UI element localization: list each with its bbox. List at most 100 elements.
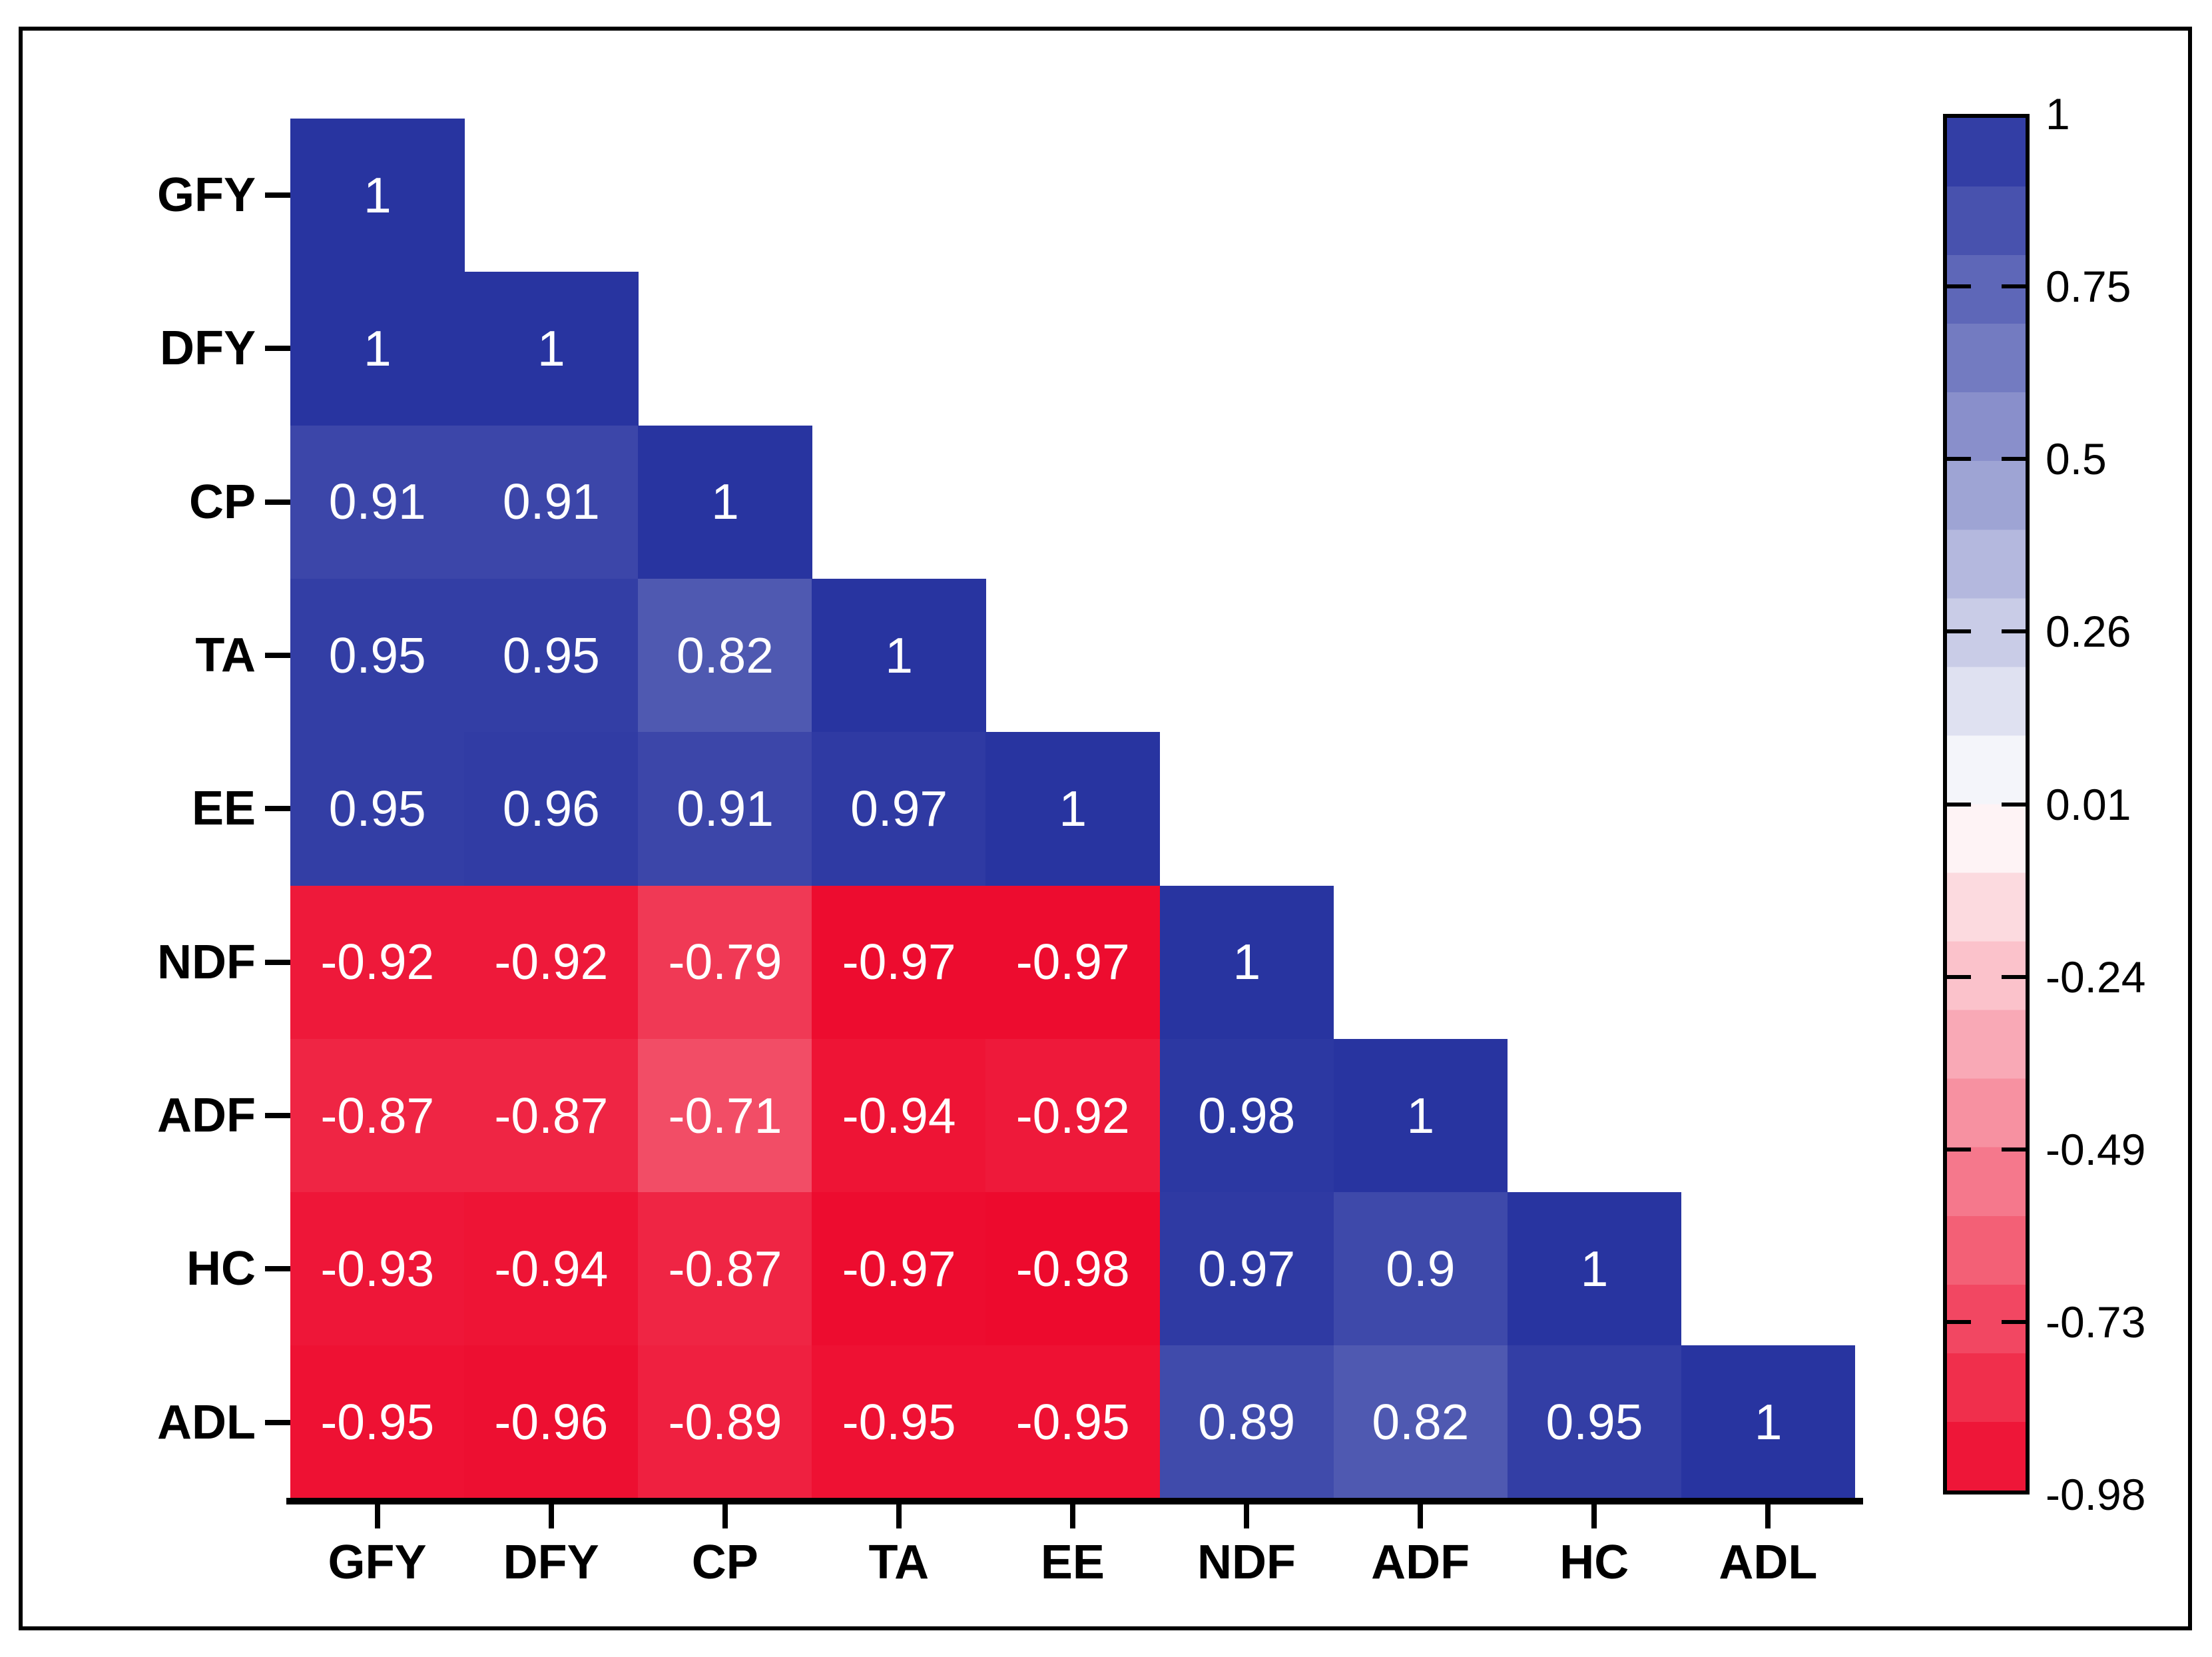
matrix-cell-hc-adf: 0.9 — [1333, 1192, 1508, 1346]
y-axis-tick — [265, 1266, 290, 1272]
matrix-cell-ta-dfy: 0.95 — [464, 578, 639, 733]
matrix-cell-ndf-gfy: -0.92 — [290, 885, 465, 1040]
matrix-cell-adf-dfy: -0.87 — [464, 1038, 639, 1193]
cell-value: -0.92 — [320, 934, 435, 990]
cell-value: 1 — [363, 320, 392, 377]
cell-value: -0.92 — [494, 934, 609, 990]
cell-value: -0.95 — [842, 1394, 956, 1451]
matrix-cell-ndf-ndf: 1 — [1159, 885, 1334, 1040]
colorbar-tick — [1947, 974, 1971, 979]
cell-value: 0.95 — [328, 627, 426, 683]
x-axis-label-adf: ADF — [1371, 1536, 1470, 1589]
cell-value: -0.71 — [668, 1087, 782, 1144]
x-axis-label-gfy: GFY — [328, 1536, 427, 1589]
cell-value: -0.93 — [320, 1240, 435, 1297]
matrix-cell-hc-ee: -0.98 — [985, 1192, 1160, 1346]
cell-value: 0.96 — [502, 781, 600, 837]
colorbar-tick — [1947, 1319, 1971, 1324]
colorbar-tick — [2002, 1319, 2026, 1324]
y-axis-label-cp: CP — [188, 475, 256, 529]
cell-value: -0.97 — [842, 934, 956, 990]
x-axis-label-cp: CP — [691, 1536, 758, 1589]
matrix-cell-ta-ta: 1 — [812, 578, 986, 733]
colorbar-tick-label: 1 — [2046, 89, 2070, 139]
x-axis-tick — [896, 1504, 902, 1528]
y-axis-tick — [265, 346, 290, 352]
cell-value: 0.82 — [1372, 1394, 1470, 1451]
matrix-cell-adl-adf: 0.82 — [1333, 1345, 1508, 1500]
matrix-cell-adl-adl: 1 — [1681, 1345, 1856, 1500]
y-axis-tick — [265, 192, 290, 198]
matrix-cell-hc-ta: -0.97 — [812, 1192, 986, 1346]
matrix-cell-adf-gfy: -0.87 — [290, 1038, 465, 1193]
cell-value: -0.87 — [320, 1087, 435, 1144]
colorbar-tick-label: 0.26 — [2046, 607, 2131, 657]
x-axis-tick — [722, 1504, 728, 1528]
matrix-cell-adf-adf: 1 — [1333, 1038, 1508, 1193]
cell-value: 1 — [1406, 1087, 1435, 1144]
colorbar-tick-label: -0.24 — [2046, 952, 2146, 1002]
x-axis-label-adl: ADL — [1719, 1536, 1818, 1589]
cell-value: 0.95 — [1545, 1394, 1643, 1451]
cell-value: 0.89 — [1198, 1394, 1296, 1451]
matrix-cell-hc-hc: 1 — [1507, 1192, 1682, 1346]
x-axis-tick — [1765, 1504, 1771, 1528]
matrix-cell-hc-cp: -0.87 — [638, 1192, 812, 1346]
cell-value: -0.89 — [668, 1394, 782, 1451]
matrix-cell-ee-cp: 0.91 — [638, 732, 812, 886]
colorbar-tick — [1947, 457, 1971, 462]
x-axis-label-ee: EE — [1040, 1536, 1105, 1589]
matrix-cell-ee-ee: 1 — [985, 732, 1160, 886]
x-axis-line — [286, 1498, 1863, 1504]
matrix-cell-ta-cp: 0.82 — [638, 578, 812, 733]
matrix-cell-adl-gfy: -0.95 — [290, 1345, 465, 1500]
cell-value: -0.98 — [1015, 1240, 1130, 1297]
cell-value: -0.97 — [842, 1240, 956, 1297]
cell-value: 0.82 — [676, 627, 774, 683]
x-axis-tick — [374, 1504, 380, 1528]
matrix-cell-adf-cp: -0.71 — [638, 1038, 812, 1193]
cell-value: -0.94 — [494, 1240, 609, 1297]
matrix-cell-adl-hc: 0.95 — [1507, 1345, 1682, 1500]
cell-value: 1 — [885, 627, 913, 683]
cell-value: 0.91 — [328, 474, 426, 530]
colorbar-tick-label: 0.5 — [2046, 434, 2107, 484]
matrix-cell-ndf-cp: -0.79 — [638, 885, 812, 1040]
x-axis-label-hc: HC — [1559, 1536, 1629, 1589]
y-axis-tick — [265, 806, 290, 812]
colorbar-tick — [2002, 1147, 2026, 1152]
colorbar-tick-label: 0.01 — [2046, 779, 2131, 829]
cell-value: 0.95 — [502, 627, 600, 683]
colorbar-tick-label: 0.75 — [2046, 262, 2131, 312]
matrix-cell-adl-ta: -0.95 — [812, 1345, 986, 1500]
y-axis-label-ndf: NDF — [157, 935, 256, 989]
matrix-cell-ta-gfy: 0.95 — [290, 578, 465, 733]
colorbar-tick-label: -0.49 — [2046, 1124, 2146, 1174]
matrix-cell-cp-gfy: 0.91 — [290, 425, 465, 579]
colorbar-tick — [2002, 629, 2026, 634]
cell-value: -0.96 — [494, 1394, 609, 1451]
matrix-cell-cp-cp: 1 — [638, 425, 812, 579]
matrix-cell-adl-ndf: 0.89 — [1159, 1345, 1334, 1500]
matrix-cell-dfy-dfy: 1 — [464, 272, 639, 426]
cell-value: -0.97 — [1015, 934, 1130, 990]
y-axis-tick — [265, 1112, 290, 1118]
matrix-cell-gfy-gfy: 1 — [290, 119, 465, 272]
cell-value: -0.87 — [494, 1087, 609, 1144]
cell-value: -0.95 — [1015, 1394, 1130, 1451]
cell-value: 1 — [1233, 934, 1261, 990]
y-axis-tick — [265, 959, 290, 965]
colorbar-tick-label: -0.73 — [2046, 1297, 2146, 1347]
cell-value: 0.91 — [502, 474, 600, 530]
colorbar-tick — [1947, 802, 1971, 807]
cell-value: 1 — [711, 474, 739, 530]
y-axis-label-ee: EE — [191, 782, 256, 836]
x-axis-tick — [548, 1504, 554, 1528]
matrix-cell-adf-ee: -0.92 — [985, 1038, 1160, 1193]
colorbar-tick — [2002, 457, 2026, 462]
matrix-cell-ndf-ee: -0.97 — [985, 885, 1160, 1040]
matrix-cell-adl-cp: -0.89 — [638, 1345, 812, 1500]
y-axis-label-hc: HC — [186, 1242, 256, 1296]
colorbar-tick — [2002, 802, 2026, 807]
